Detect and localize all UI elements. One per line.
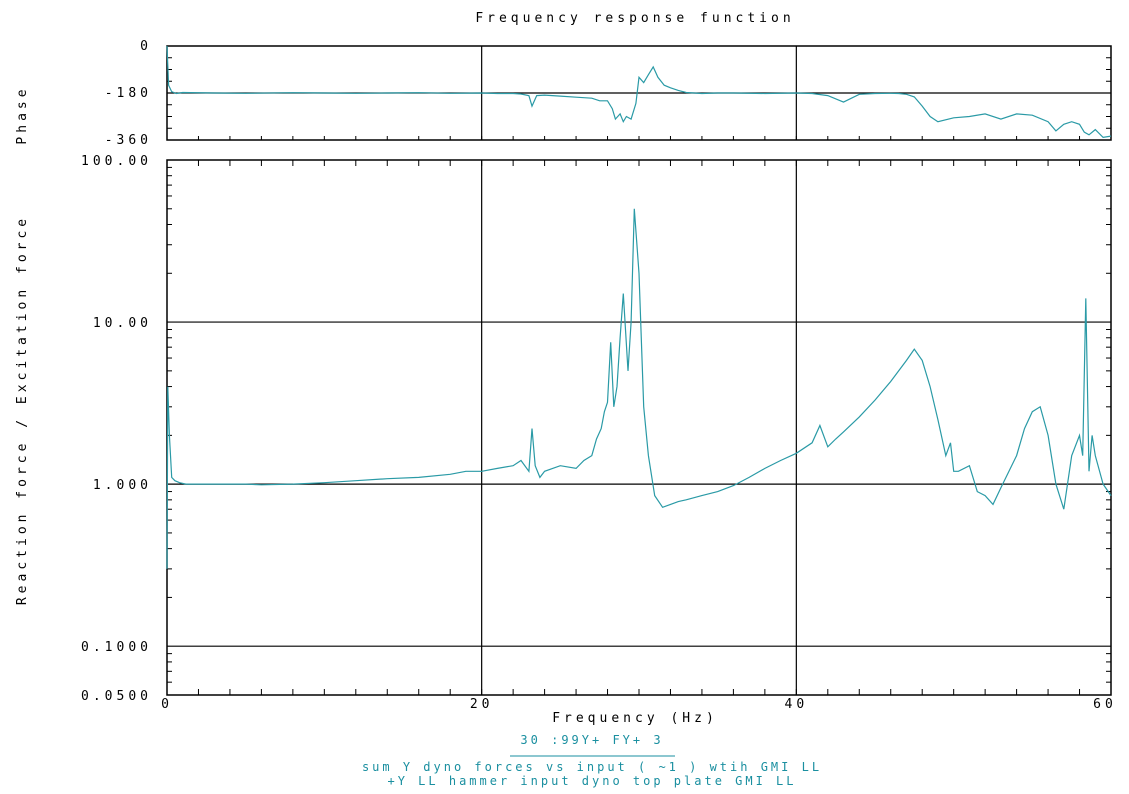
- magnitude-y-tick-label: 0.1000: [81, 640, 152, 655]
- x-tick-label: 40: [785, 697, 809, 712]
- magnitude-y-tick-label: 0.0500: [81, 689, 152, 704]
- phase-y-tick-label: 0: [140, 39, 152, 54]
- x-tick-label: 20: [470, 697, 494, 712]
- x-tick-label: 0: [161, 697, 173, 712]
- x-axis-label: Frequency (Hz): [552, 711, 718, 726]
- phase-y-tick-label: -360: [105, 133, 152, 148]
- caption-line-2: sum Y dyno forces vs input ( ~1 ) wtih G…: [362, 760, 822, 774]
- caption-line-1: 30 :99Y+ FY+ 3: [520, 733, 663, 747]
- magnitude-axis-label: Reaction force / Excitation force: [15, 215, 30, 605]
- magnitude-y-tick-label: 10.00: [93, 316, 152, 331]
- phase-series-line: [166, 45, 1112, 139]
- magnitude-y-tick-label: 100.00: [81, 154, 152, 169]
- x-tick-label: 60: [1093, 697, 1117, 712]
- x-tick-labels: 0 20 40 60: [161, 697, 1117, 712]
- chart-title: Frequency response function: [475, 11, 794, 26]
- magnitude-series-line: [166, 208, 1112, 569]
- phase-axis-label: Phase: [15, 85, 30, 144]
- magnitude-y-tick-label: 1.000: [93, 478, 152, 493]
- caption-line-3: +Y LL hammer input dyno top plate GMI LL: [388, 774, 797, 788]
- grid-lines: [167, 46, 1111, 695]
- magnitude-panel-frame: [166, 159, 1112, 696]
- phase-y-tick-label: -180: [105, 86, 152, 101]
- minor-ticks: [166, 45, 1112, 695]
- y-tick-labels: 0 -180 -360 100.00 10.00 1.000 0.1000 0.0500: [81, 39, 152, 704]
